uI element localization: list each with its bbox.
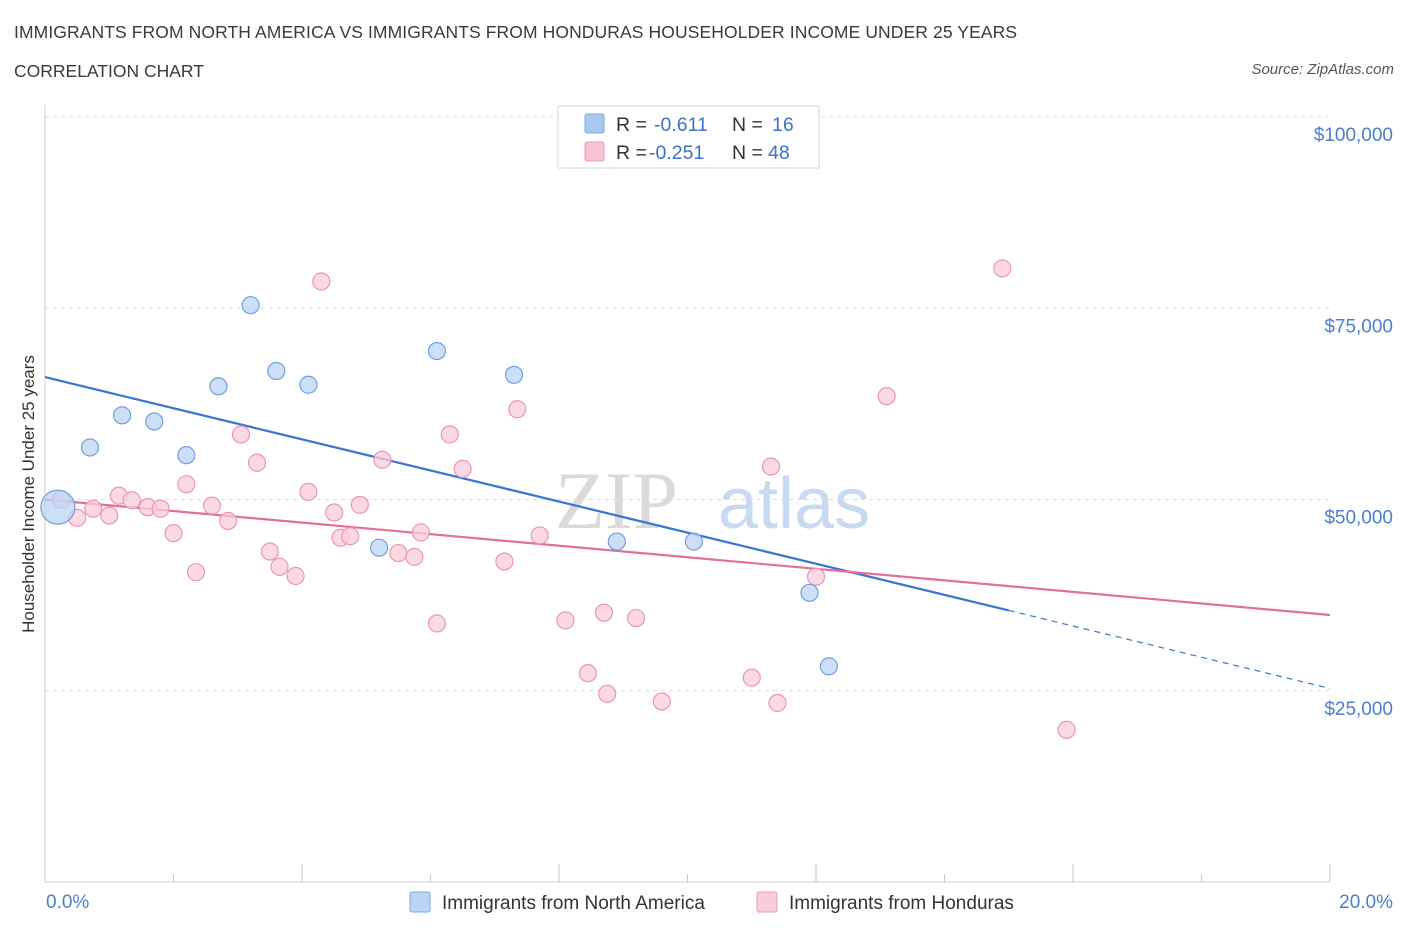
point-honduras <box>164 524 183 543</box>
point-honduras <box>312 272 331 291</box>
point-honduras <box>231 425 251 444</box>
point-north-america <box>209 377 228 396</box>
point-north-america <box>370 538 389 557</box>
point-honduras <box>84 499 103 518</box>
legend-n-label-north-america: N = <box>732 114 763 136</box>
trend-lines <box>44 376 1331 690</box>
correlation-legend: R = -0.611 N = 16 R = -0.251 N = 48 <box>557 105 820 169</box>
point-honduras <box>405 547 424 566</box>
point-honduras <box>742 668 761 687</box>
legend-n-label-honduras: N = <box>732 142 763 164</box>
point-north-america <box>80 438 100 457</box>
legend-n-value-north-america: 16 <box>772 114 794 136</box>
x-tick-label: 0.0% <box>46 892 89 913</box>
point-honduras <box>299 482 318 501</box>
point-honduras <box>100 506 119 525</box>
point-honduras <box>373 450 392 469</box>
legend-swatch-north-america <box>584 113 605 134</box>
point-north-america <box>177 446 196 465</box>
point-honduras <box>260 542 279 561</box>
point-north-america <box>427 341 447 361</box>
point-honduras <box>508 400 527 419</box>
point-north-america <box>112 406 132 425</box>
point-honduras <box>122 491 141 510</box>
point-honduras <box>556 611 575 630</box>
point-honduras <box>151 499 170 518</box>
point-honduras <box>177 475 196 494</box>
point-honduras <box>768 693 787 713</box>
point-north-america <box>145 412 164 431</box>
point-honduras <box>186 563 206 582</box>
point-honduras <box>761 457 781 476</box>
y-tick-label: $100,000 <box>1314 125 1393 146</box>
legend-n-value-honduras: 48 <box>768 142 790 164</box>
point-honduras <box>341 527 360 546</box>
x-tick-label: 20.0% <box>1339 892 1393 913</box>
legend-r-label-honduras: R = <box>616 142 647 164</box>
y-tick-label: $75,000 <box>1324 316 1393 337</box>
legend-swatch-immigrants-honduras <box>756 891 778 913</box>
point-honduras <box>440 425 459 444</box>
point-honduras <box>652 692 671 711</box>
point-north-america <box>684 532 704 551</box>
chart-subtitle: CORRELATION CHART <box>14 61 204 81</box>
watermark-atlas: atlas <box>718 464 870 544</box>
point-north-america <box>800 583 819 602</box>
point-honduras <box>247 453 267 472</box>
point-honduras <box>453 459 472 478</box>
series-legend: Immigrants from North America Immigrants… <box>409 891 1014 914</box>
point-north-america <box>607 532 626 551</box>
legend-label-immigrants-north-america: Immigrants from North America <box>442 893 705 914</box>
point-honduras <box>877 387 896 406</box>
point-honduras <box>270 557 289 576</box>
point-honduras <box>626 608 646 628</box>
chart-title: IMMIGRANTS FROM NORTH AMERICA VS IMMIGRA… <box>14 22 1018 42</box>
point-honduras <box>350 495 369 514</box>
point-north-america <box>241 296 260 315</box>
legend-r-value-north-america: -0.611 <box>654 114 708 136</box>
x-tick-labels: 0.0% 20.0% <box>46 892 1393 913</box>
y-axis-label: Householder Income Under 25 years <box>19 355 38 633</box>
point-north-america <box>819 657 838 676</box>
trend-line-north-america-extension <box>1008 609 1331 690</box>
data-points <box>40 259 1076 739</box>
point-honduras <box>598 684 617 703</box>
point-honduras <box>578 664 598 683</box>
point-honduras <box>202 496 222 515</box>
point-north-america <box>267 361 286 381</box>
point-north-america <box>40 489 76 525</box>
axes <box>44 105 1331 883</box>
point-honduras <box>993 259 1012 278</box>
point-honduras <box>427 614 447 633</box>
point-north-america <box>504 365 524 384</box>
source-label: Source: ZipAtlas.com <box>1251 61 1394 78</box>
point-honduras <box>389 543 408 563</box>
point-honduras <box>411 523 430 542</box>
y-tick-label: $50,000 <box>1324 508 1393 529</box>
legend-swatch-immigrants-north-america <box>409 891 431 913</box>
y-tick-labels: $25,000 $50,000 $75,000 $100,000 <box>1314 125 1393 720</box>
legend-label-immigrants-honduras: Immigrants from Honduras <box>789 893 1014 914</box>
watermark: ZIP atlas <box>555 455 870 546</box>
point-north-america <box>299 375 318 394</box>
legend-swatch-honduras <box>584 141 605 162</box>
legend-r-value-honduras: -0.251 <box>649 142 704 164</box>
point-honduras <box>806 567 826 586</box>
point-honduras <box>594 603 614 622</box>
legend-r-label-north-america: R = <box>616 114 647 136</box>
trend-line-honduras <box>44 498 1331 617</box>
point-honduras <box>286 566 305 586</box>
point-honduras <box>219 511 238 531</box>
point-honduras <box>530 526 549 545</box>
point-honduras <box>325 503 344 522</box>
point-honduras <box>1057 720 1076 739</box>
watermark-zip: ZIP <box>555 455 678 546</box>
y-tick-label: $25,000 <box>1324 699 1393 720</box>
grid-lines <box>45 116 1330 692</box>
point-honduras <box>495 552 514 571</box>
